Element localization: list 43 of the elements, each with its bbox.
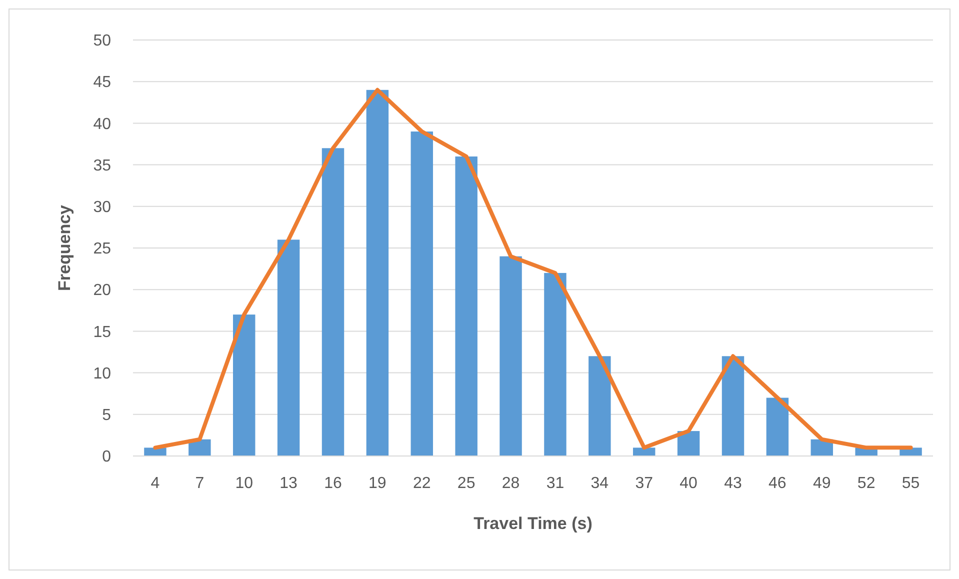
x-tick-label: 7 bbox=[195, 475, 204, 492]
y-tick-label: 10 bbox=[93, 365, 112, 382]
y-tick-label: 35 bbox=[93, 157, 112, 174]
bar bbox=[766, 398, 789, 456]
bar bbox=[410, 132, 433, 456]
x-tick-label: 28 bbox=[502, 475, 520, 492]
x-tick-label: 10 bbox=[235, 475, 254, 492]
x-tick-label: 16 bbox=[324, 475, 342, 492]
x-tick-label: 43 bbox=[724, 475, 742, 492]
y-tick-label: 0 bbox=[102, 448, 112, 466]
y-tick-label: 30 bbox=[93, 199, 112, 216]
y-tick-label: 50 bbox=[93, 32, 112, 50]
y-tick-label: 15 bbox=[93, 324, 112, 341]
bar bbox=[277, 240, 300, 456]
x-tick-label: 49 bbox=[812, 475, 831, 492]
x-tick-label: 19 bbox=[368, 475, 386, 492]
x-tick-label: 46 bbox=[768, 475, 786, 492]
bar bbox=[588, 356, 611, 456]
x-tick-label: 4 bbox=[150, 475, 160, 492]
bar bbox=[233, 314, 256, 456]
x-axis-title: Travel Time (s) bbox=[474, 514, 592, 533]
x-tick-label: 52 bbox=[857, 475, 876, 492]
x-tick-label: 40 bbox=[680, 475, 698, 492]
y-tick-label: 25 bbox=[93, 240, 112, 258]
x-tick-label: 25 bbox=[457, 475, 476, 492]
y-tick-label: 5 bbox=[102, 407, 112, 424]
bar bbox=[544, 272, 566, 456]
x-tick-label: 31 bbox=[546, 475, 564, 492]
x-tick-label: 22 bbox=[412, 475, 431, 492]
y-tick-label: 40 bbox=[93, 116, 112, 133]
line-series bbox=[153, 88, 913, 450]
x-tick-label: 37 bbox=[635, 475, 654, 492]
x-tick-label: 13 bbox=[280, 475, 298, 492]
bar bbox=[455, 156, 478, 456]
bar bbox=[500, 256, 522, 456]
bar bbox=[322, 148, 344, 456]
bar bbox=[722, 356, 744, 456]
y-tick-label: 45 bbox=[93, 74, 112, 92]
x-tick-label: 34 bbox=[590, 475, 609, 492]
y-axis-title: Frequency bbox=[55, 204, 74, 291]
x-tick-label: 55 bbox=[902, 475, 920, 492]
y-tick-label: 20 bbox=[93, 282, 112, 300]
bar bbox=[366, 90, 389, 456]
